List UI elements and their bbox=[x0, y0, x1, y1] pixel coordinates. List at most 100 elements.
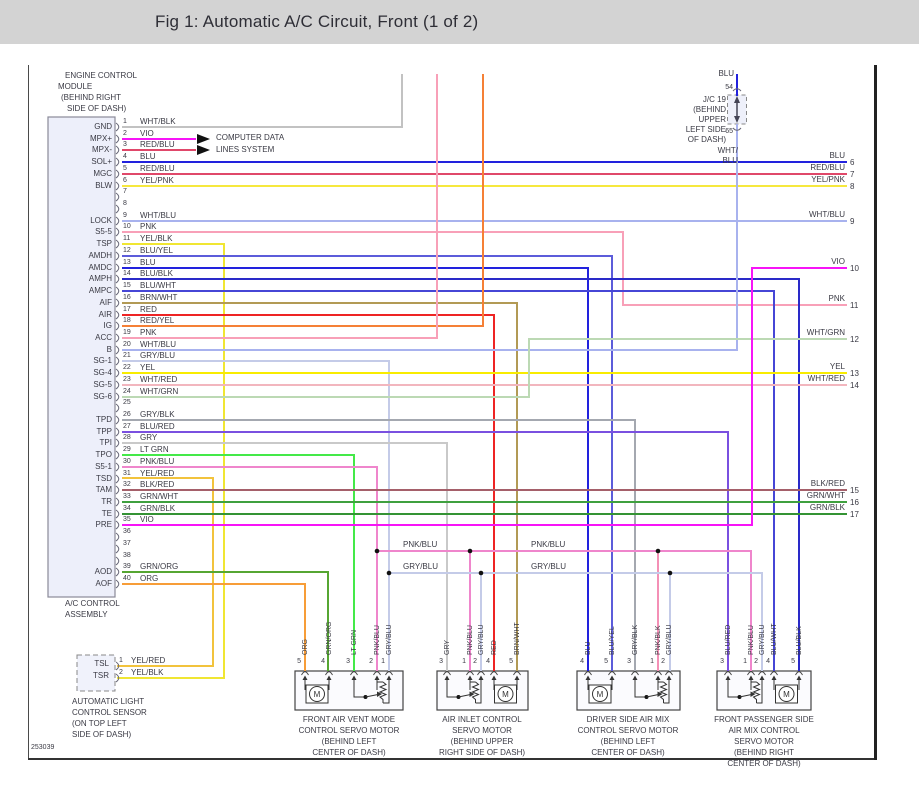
wire-ecm-pin40-org bbox=[122, 583, 306, 671]
ecm-pin-arc bbox=[115, 216, 120, 226]
ac-control-assembly-label: A/C CONTROL bbox=[65, 599, 120, 608]
right-exit-wire-label: WHT/RED bbox=[807, 374, 845, 383]
servo-arrow-up-icon bbox=[655, 675, 661, 680]
sensor-pin-arc bbox=[115, 673, 120, 683]
servo-caption-line: (BEHIND LEFT bbox=[600, 737, 656, 746]
servo-pin-connector-icon bbox=[665, 671, 673, 676]
ecm-pin-arc bbox=[115, 544, 120, 554]
servo-pin-number: 4 bbox=[766, 658, 770, 665]
ecm-pin-name: TSD bbox=[96, 474, 112, 483]
ecm-pin-arc bbox=[115, 274, 120, 284]
ecm-pin-wire-label: PNK/BLU bbox=[140, 457, 175, 466]
servo-pin-connector-icon bbox=[795, 671, 803, 676]
servo-pin-wire-label: GRY/BLU bbox=[666, 624, 673, 655]
ecm-pin-wire-label: BLU bbox=[140, 152, 156, 161]
servo-pin-wire-label: GRY/BLU bbox=[386, 624, 393, 655]
ecm-pin-arc bbox=[115, 239, 120, 249]
ecm-pin-wire-label: WHT/BLU bbox=[140, 211, 176, 220]
ecm-pin-wire-label: BLK/RED bbox=[140, 480, 175, 489]
ecm-pin-name: IG bbox=[103, 321, 112, 330]
wire-ecm-pin14-blu-blk bbox=[122, 278, 800, 671]
ecm-pin-name: TSP bbox=[96, 239, 112, 248]
wire-ecm-pin29-lt-grn bbox=[122, 454, 355, 671]
servo-pin-wire-label: BLU/WHT bbox=[771, 623, 778, 656]
right-exit-wire-label: BLK/RED bbox=[810, 479, 845, 488]
servo-arrow-up-icon bbox=[386, 675, 392, 680]
ecm-pin-number: 19 bbox=[123, 329, 131, 336]
right-exit-pin-number: 11 bbox=[850, 301, 859, 310]
light-sensor-box bbox=[76, 654, 116, 692]
ecm-pin-wire-label: GRY/BLK bbox=[140, 410, 175, 419]
jc19-pin-top-number: 54 bbox=[725, 84, 733, 91]
junction-dot bbox=[467, 548, 473, 554]
ecm-pin-name: AIR bbox=[98, 310, 112, 319]
ecm-pin-number: 11 bbox=[123, 235, 131, 242]
ecm-pin-number: 27 bbox=[123, 423, 131, 430]
ecm-pin-name: SG-6 bbox=[93, 392, 112, 401]
ecm-pin-name: SOL+ bbox=[91, 157, 112, 166]
servo-arrow-up-icon bbox=[326, 675, 332, 680]
ecm-pin-number: 34 bbox=[123, 505, 131, 512]
servo-pin-number: 4 bbox=[486, 658, 490, 665]
servo-pin-connector-icon bbox=[477, 671, 485, 676]
ecm-pin-number: 36 bbox=[123, 528, 131, 535]
ecm-pin-number: 1 bbox=[123, 118, 127, 125]
right-exit-wire-label: VIO bbox=[831, 257, 845, 266]
servo-pin-number: 5 bbox=[791, 658, 795, 665]
ecm-pin-name: TPD bbox=[96, 415, 112, 424]
ecm-pin-wire-label: RED/BLU bbox=[140, 164, 175, 173]
ecm-pin-name: S5-5 bbox=[95, 227, 112, 236]
junction-dot bbox=[667, 570, 673, 576]
servo-caption-line: SERVO MOTOR bbox=[452, 726, 512, 735]
ecm-pin-name: MGC bbox=[93, 169, 112, 178]
ecm-pin-arc bbox=[115, 520, 120, 530]
ecm-pin-wire-label: WHT/GRN bbox=[140, 387, 179, 396]
ecm-pin-name: MPX+ bbox=[89, 134, 112, 143]
jc19-name-line: (BEHIND bbox=[693, 105, 726, 114]
ecm-pin-wire-label: RED bbox=[140, 305, 157, 314]
jc19-pin-arc bbox=[732, 127, 742, 131]
wire-ecm-pin10-pnk bbox=[122, 231, 847, 306]
servo-pin-wire-label: PNK/BLU bbox=[374, 625, 381, 655]
right-exit-pin-number: 13 bbox=[850, 369, 859, 378]
ecm-pin-name: PRE bbox=[95, 520, 112, 529]
ecm-pin-wire-label: WHT/RED bbox=[140, 375, 178, 384]
servo-pin-connector-icon bbox=[385, 671, 393, 676]
servo-pin-connector-icon bbox=[301, 671, 309, 676]
ecm-pin-arc bbox=[115, 134, 120, 144]
ecm-pin-arc bbox=[115, 509, 120, 519]
servo-pin-wire-label: BLU bbox=[585, 641, 592, 655]
servo-pot-wiper bbox=[739, 694, 752, 698]
data-line-arrow-icon bbox=[197, 134, 210, 144]
servo-caption-line: (BEHIND RIGHT bbox=[734, 748, 794, 757]
ecm-pin-wire-label: YEL/BLK bbox=[140, 234, 173, 243]
servo-pin-wire-label: PNK/BLU bbox=[748, 625, 755, 655]
ecm-pin-number: 21 bbox=[123, 352, 131, 359]
diagram-frame-left bbox=[28, 65, 29, 760]
ecm-pin-arc bbox=[115, 204, 120, 214]
servo-pin-connector-icon bbox=[631, 671, 639, 676]
junction-dot bbox=[478, 570, 484, 576]
servo-arrow-up-icon bbox=[632, 675, 638, 680]
sensor-terminal-name: TSL bbox=[94, 659, 109, 668]
right-exit-wire-label: RED/BLU bbox=[810, 163, 845, 172]
ecm-pin-arc bbox=[115, 333, 120, 343]
wire-ecm-pin28-gry bbox=[122, 442, 448, 671]
wire-ecm-pin39-grn-org bbox=[122, 571, 329, 671]
ecm-pin-wire-label: PNK bbox=[140, 328, 157, 337]
sensor-caption-line: AUTOMATIC LIGHT bbox=[72, 697, 145, 706]
ecm-pin-number: 30 bbox=[123, 458, 131, 465]
bus-wire-label: PNK/BLU bbox=[403, 540, 438, 549]
wire-ecm-pin18-red-yel bbox=[122, 74, 484, 327]
servo-pot-wiper-arrow-icon bbox=[750, 691, 756, 697]
ecm-pin-number: 6 bbox=[123, 177, 127, 184]
right-exit-pin-number: 14 bbox=[850, 381, 859, 390]
servo-pot-wiper-arrow-icon bbox=[377, 691, 382, 697]
servo-arrow-up-icon bbox=[585, 675, 591, 680]
servo-arrow-up-icon bbox=[725, 675, 731, 680]
servo-pin-connector-icon bbox=[724, 671, 732, 676]
right-exit-wire-label: PNK bbox=[828, 294, 845, 303]
bus-wire-label: GRY/BLU bbox=[403, 562, 438, 571]
ecm-pin-number: 33 bbox=[123, 493, 131, 500]
